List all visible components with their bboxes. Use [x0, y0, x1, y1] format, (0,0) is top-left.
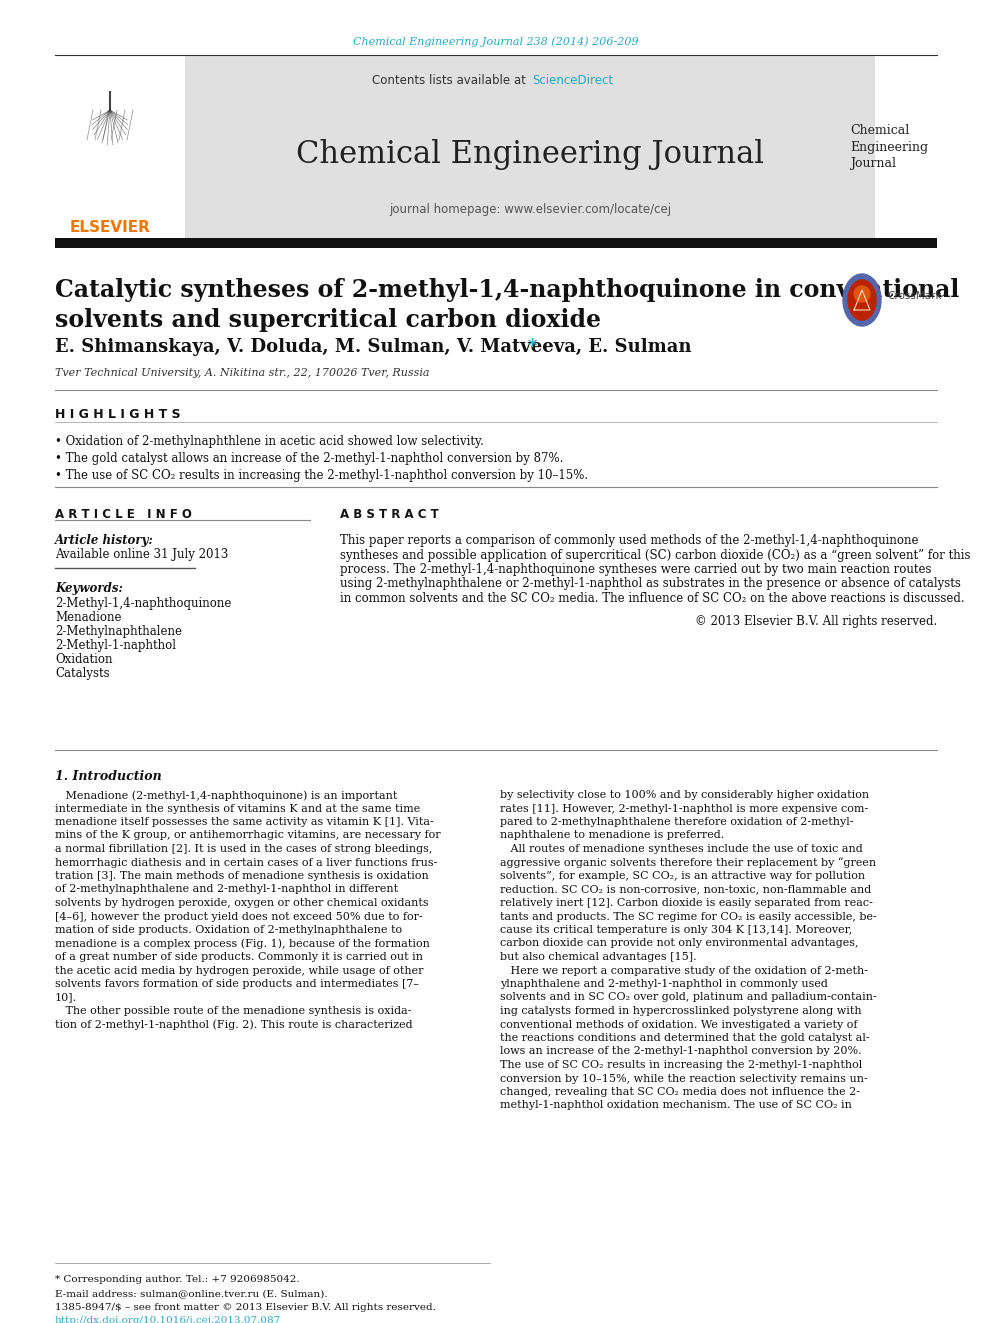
Text: *: * — [528, 337, 538, 356]
Text: intermediate in the synthesis of vitamins K and at the same time: intermediate in the synthesis of vitamin… — [55, 803, 421, 814]
Ellipse shape — [854, 286, 870, 302]
Text: solvents and supercritical carbon dioxide: solvents and supercritical carbon dioxid… — [55, 308, 601, 332]
Text: lows an increase of the 2-methyl-1-naphthol conversion by 20%.: lows an increase of the 2-methyl-1-napht… — [500, 1046, 862, 1057]
Text: Oxidation: Oxidation — [55, 654, 112, 665]
Text: ing catalysts formed in hypercrosslinked polystyrene along with: ing catalysts formed in hypercrosslinked… — [500, 1005, 862, 1016]
Text: hemorrhagic diathesis and in certain cases of a liver functions frus-: hemorrhagic diathesis and in certain cas… — [55, 857, 437, 868]
Text: E-mail address: sulman@online.tver.ru (E. Sulman).: E-mail address: sulman@online.tver.ru (E… — [55, 1289, 327, 1298]
Text: solvents favors formation of side products and intermediates [7–: solvents favors formation of side produc… — [55, 979, 419, 990]
Text: of 2-methylnaphthalene and 2-methyl-1-naphthol in different: of 2-methylnaphthalene and 2-methyl-1-na… — [55, 885, 398, 894]
FancyBboxPatch shape — [55, 238, 937, 247]
Ellipse shape — [843, 274, 881, 325]
Text: tion of 2-methyl-1-naphthol (Fig. 2). This route is characterized: tion of 2-methyl-1-naphthol (Fig. 2). Th… — [55, 1020, 413, 1031]
Text: E. Shimanskaya, V. Doluda, M. Sulman, V. Matveeva, E. Sulman: E. Shimanskaya, V. Doluda, M. Sulman, V.… — [55, 337, 697, 356]
Text: Tver Technical University, A. Nikitina str., 22, 170026 Tver, Russia: Tver Technical University, A. Nikitina s… — [55, 368, 430, 378]
Text: CrossMark: CrossMark — [887, 291, 941, 302]
Text: ELSEVIER: ELSEVIER — [69, 221, 151, 235]
Text: syntheses and possible application of supercritical (SC) carbon dioxide (CO₂) as: syntheses and possible application of su… — [340, 549, 970, 561]
Text: ScienceDirect: ScienceDirect — [532, 74, 613, 86]
Text: reduction. SC CO₂ is non-corrosive, non-toxic, non-flammable and: reduction. SC CO₂ is non-corrosive, non-… — [500, 885, 871, 894]
Text: a normal fibrillation [2]. It is used in the cases of strong bleedings,: a normal fibrillation [2]. It is used in… — [55, 844, 433, 855]
Text: 1. Introduction: 1. Introduction — [55, 770, 162, 783]
Text: changed, revealing that SC CO₂ media does not influence the 2-: changed, revealing that SC CO₂ media doe… — [500, 1088, 860, 1097]
Text: 2-Methylnaphthalene: 2-Methylnaphthalene — [55, 624, 182, 638]
Text: A B S T R A C T: A B S T R A C T — [340, 508, 438, 521]
Text: of a great number of side products. Commonly it is carried out in: of a great number of side products. Comm… — [55, 953, 423, 962]
Text: by selectivity close to 100% and by considerably higher oxidation: by selectivity close to 100% and by cons… — [500, 790, 869, 800]
Text: conventional methods of oxidation. We investigated a variety of: conventional methods of oxidation. We in… — [500, 1020, 857, 1029]
Text: mation of side products. Oxidation of 2-methylnaphthalene to: mation of side products. Oxidation of 2-… — [55, 925, 402, 935]
Text: aggressive organic solvents therefore their replacement by “green: aggressive organic solvents therefore th… — [500, 857, 876, 868]
Text: 2-Methyl-1,4-naphthoquinone: 2-Methyl-1,4-naphthoquinone — [55, 597, 231, 610]
Text: Available online 31 July 2013: Available online 31 July 2013 — [55, 548, 228, 561]
Ellipse shape — [848, 280, 876, 320]
Text: Catalytic syntheses of 2-methyl-1,4-naphthoquinone in conventional: Catalytic syntheses of 2-methyl-1,4-naph… — [55, 278, 959, 302]
Text: conversion by 10–15%, while the reaction selectivity remains un-: conversion by 10–15%, while the reaction… — [500, 1073, 868, 1084]
Text: [4–6], however the product yield does not exceed 50% due to for-: [4–6], however the product yield does no… — [55, 912, 423, 922]
Text: Keywords:: Keywords: — [55, 582, 123, 595]
Text: the acetic acid media by hydrogen peroxide, while usage of other: the acetic acid media by hydrogen peroxi… — [55, 966, 424, 975]
Text: in common solvents and the SC CO₂ media. The influence of SC CO₂ on the above re: in common solvents and the SC CO₂ media.… — [340, 591, 964, 605]
Text: © 2013 Elsevier B.V. All rights reserved.: © 2013 Elsevier B.V. All rights reserved… — [694, 614, 937, 627]
Text: naphthalene to menadione is preferred.: naphthalene to menadione is preferred. — [500, 831, 724, 840]
Text: 10].: 10]. — [55, 992, 77, 1003]
Text: This paper reports a comparison of commonly used methods of the 2-methyl-1,4-nap: This paper reports a comparison of commo… — [340, 534, 919, 546]
Text: carbon dioxide can provide not only environmental advantages,: carbon dioxide can provide not only envi… — [500, 938, 858, 949]
Text: the reactions conditions and determined that the gold catalyst al-: the reactions conditions and determined … — [500, 1033, 870, 1043]
Text: process. The 2-methyl-1,4-naphthoquinone syntheses were carried out by two main : process. The 2-methyl-1,4-naphthoquinone… — [340, 564, 931, 576]
Text: http://dx.doi.org/10.1016/j.cej.2013.07.087: http://dx.doi.org/10.1016/j.cej.2013.07.… — [55, 1316, 282, 1323]
Text: solvents and in SC CO₂ over gold, platinum and palladium-contain-: solvents and in SC CO₂ over gold, platin… — [500, 992, 877, 1003]
Text: rates [11]. However, 2-methyl-1-naphthol is more expensive com-: rates [11]. However, 2-methyl-1-naphthol… — [500, 803, 868, 814]
Text: 1385-8947/$ – see front matter © 2013 Elsevier B.V. All rights reserved.: 1385-8947/$ – see front matter © 2013 El… — [55, 1303, 435, 1312]
Text: All routes of menadione syntheses include the use of toxic and: All routes of menadione syntheses includ… — [500, 844, 863, 855]
Text: Chemical Engineering Journal 238 (2014) 206-209: Chemical Engineering Journal 238 (2014) … — [353, 37, 639, 48]
Text: Catalysts: Catalysts — [55, 667, 110, 680]
Text: • Oxidation of 2-methylnaphthlene in acetic acid showed low selectivity.: • Oxidation of 2-methylnaphthlene in ace… — [55, 435, 484, 448]
Text: Chemical
Engineering
Journal: Chemical Engineering Journal — [850, 124, 928, 169]
Text: ylnaphthalene and 2-methyl-1-naphthol in commonly used: ylnaphthalene and 2-methyl-1-naphthol in… — [500, 979, 828, 990]
Text: The use of SC CO₂ results in increasing the 2-methyl-1-naphthol: The use of SC CO₂ results in increasing … — [500, 1060, 862, 1070]
FancyBboxPatch shape — [185, 56, 875, 238]
Text: Article history:: Article history: — [55, 534, 154, 546]
Text: tants and products. The SC regime for CO₂ is easily accessible, be-: tants and products. The SC regime for CO… — [500, 912, 877, 922]
Text: The other possible route of the menadione synthesis is oxida-: The other possible route of the menadion… — [55, 1005, 412, 1016]
Text: tration [3]. The main methods of menadione synthesis is oxidation: tration [3]. The main methods of menadio… — [55, 871, 429, 881]
Text: pared to 2-methylnaphthalene therefore oxidation of 2-methyl-: pared to 2-methylnaphthalene therefore o… — [500, 818, 853, 827]
Text: Chemical Engineering Journal: Chemical Engineering Journal — [296, 139, 764, 171]
Text: 2-Methyl-1-naphthol: 2-Methyl-1-naphthol — [55, 639, 176, 652]
Text: A R T I C L E   I N F O: A R T I C L E I N F O — [55, 508, 191, 521]
Text: mins of the K group, or antihemorrhagic vitamins, are necessary for: mins of the K group, or antihemorrhagic … — [55, 831, 440, 840]
Text: Menadione: Menadione — [55, 611, 121, 624]
Text: Here we report a comparative study of the oxidation of 2-meth-: Here we report a comparative study of th… — [500, 966, 868, 975]
Text: using 2-methylnaphthalene or 2-methyl-1-naphthol as substrates in the presence o: using 2-methylnaphthalene or 2-methyl-1-… — [340, 578, 961, 590]
Text: Menadione (2-methyl-1,4-naphthoquinone) is an important: Menadione (2-methyl-1,4-naphthoquinone) … — [55, 790, 398, 800]
Text: • The gold catalyst allows an increase of the 2-methyl-1-naphthol conversion by : • The gold catalyst allows an increase o… — [55, 452, 563, 464]
Text: journal homepage: www.elsevier.com/locate/cej: journal homepage: www.elsevier.com/locat… — [389, 204, 671, 217]
Text: solvents”, for example, SC CO₂, is an attractive way for pollution: solvents”, for example, SC CO₂, is an at… — [500, 871, 865, 881]
Text: • The use of SC CO₂ results in increasing the 2-methyl-1-naphthol conversion by : • The use of SC CO₂ results in increasin… — [55, 468, 588, 482]
Text: menadione is a complex process (Fig. 1), because of the formation: menadione is a complex process (Fig. 1),… — [55, 938, 430, 949]
Text: menadione itself possesses the same activity as vitamin K [1]. Vita-: menadione itself possesses the same acti… — [55, 818, 434, 827]
Text: H I G H L I G H T S: H I G H L I G H T S — [55, 407, 181, 421]
Text: * Corresponding author. Tel.: +7 9206985042.: * Corresponding author. Tel.: +7 9206985… — [55, 1275, 300, 1285]
Text: methyl-1-naphthol oxidation mechanism. The use of SC CO₂ in: methyl-1-naphthol oxidation mechanism. T… — [500, 1101, 852, 1110]
Text: cause its critical temperature is only 304 K [13,14]. Moreover,: cause its critical temperature is only 3… — [500, 925, 852, 935]
Text: solvents by hydrogen peroxide, oxygen or other chemical oxidants: solvents by hydrogen peroxide, oxygen or… — [55, 898, 429, 908]
Text: but also chemical advantages [15].: but also chemical advantages [15]. — [500, 953, 696, 962]
Text: relatively inert [12]. Carbon dioxide is easily separated from reac-: relatively inert [12]. Carbon dioxide is… — [500, 898, 873, 908]
Text: Contents lists available at: Contents lists available at — [372, 74, 530, 86]
